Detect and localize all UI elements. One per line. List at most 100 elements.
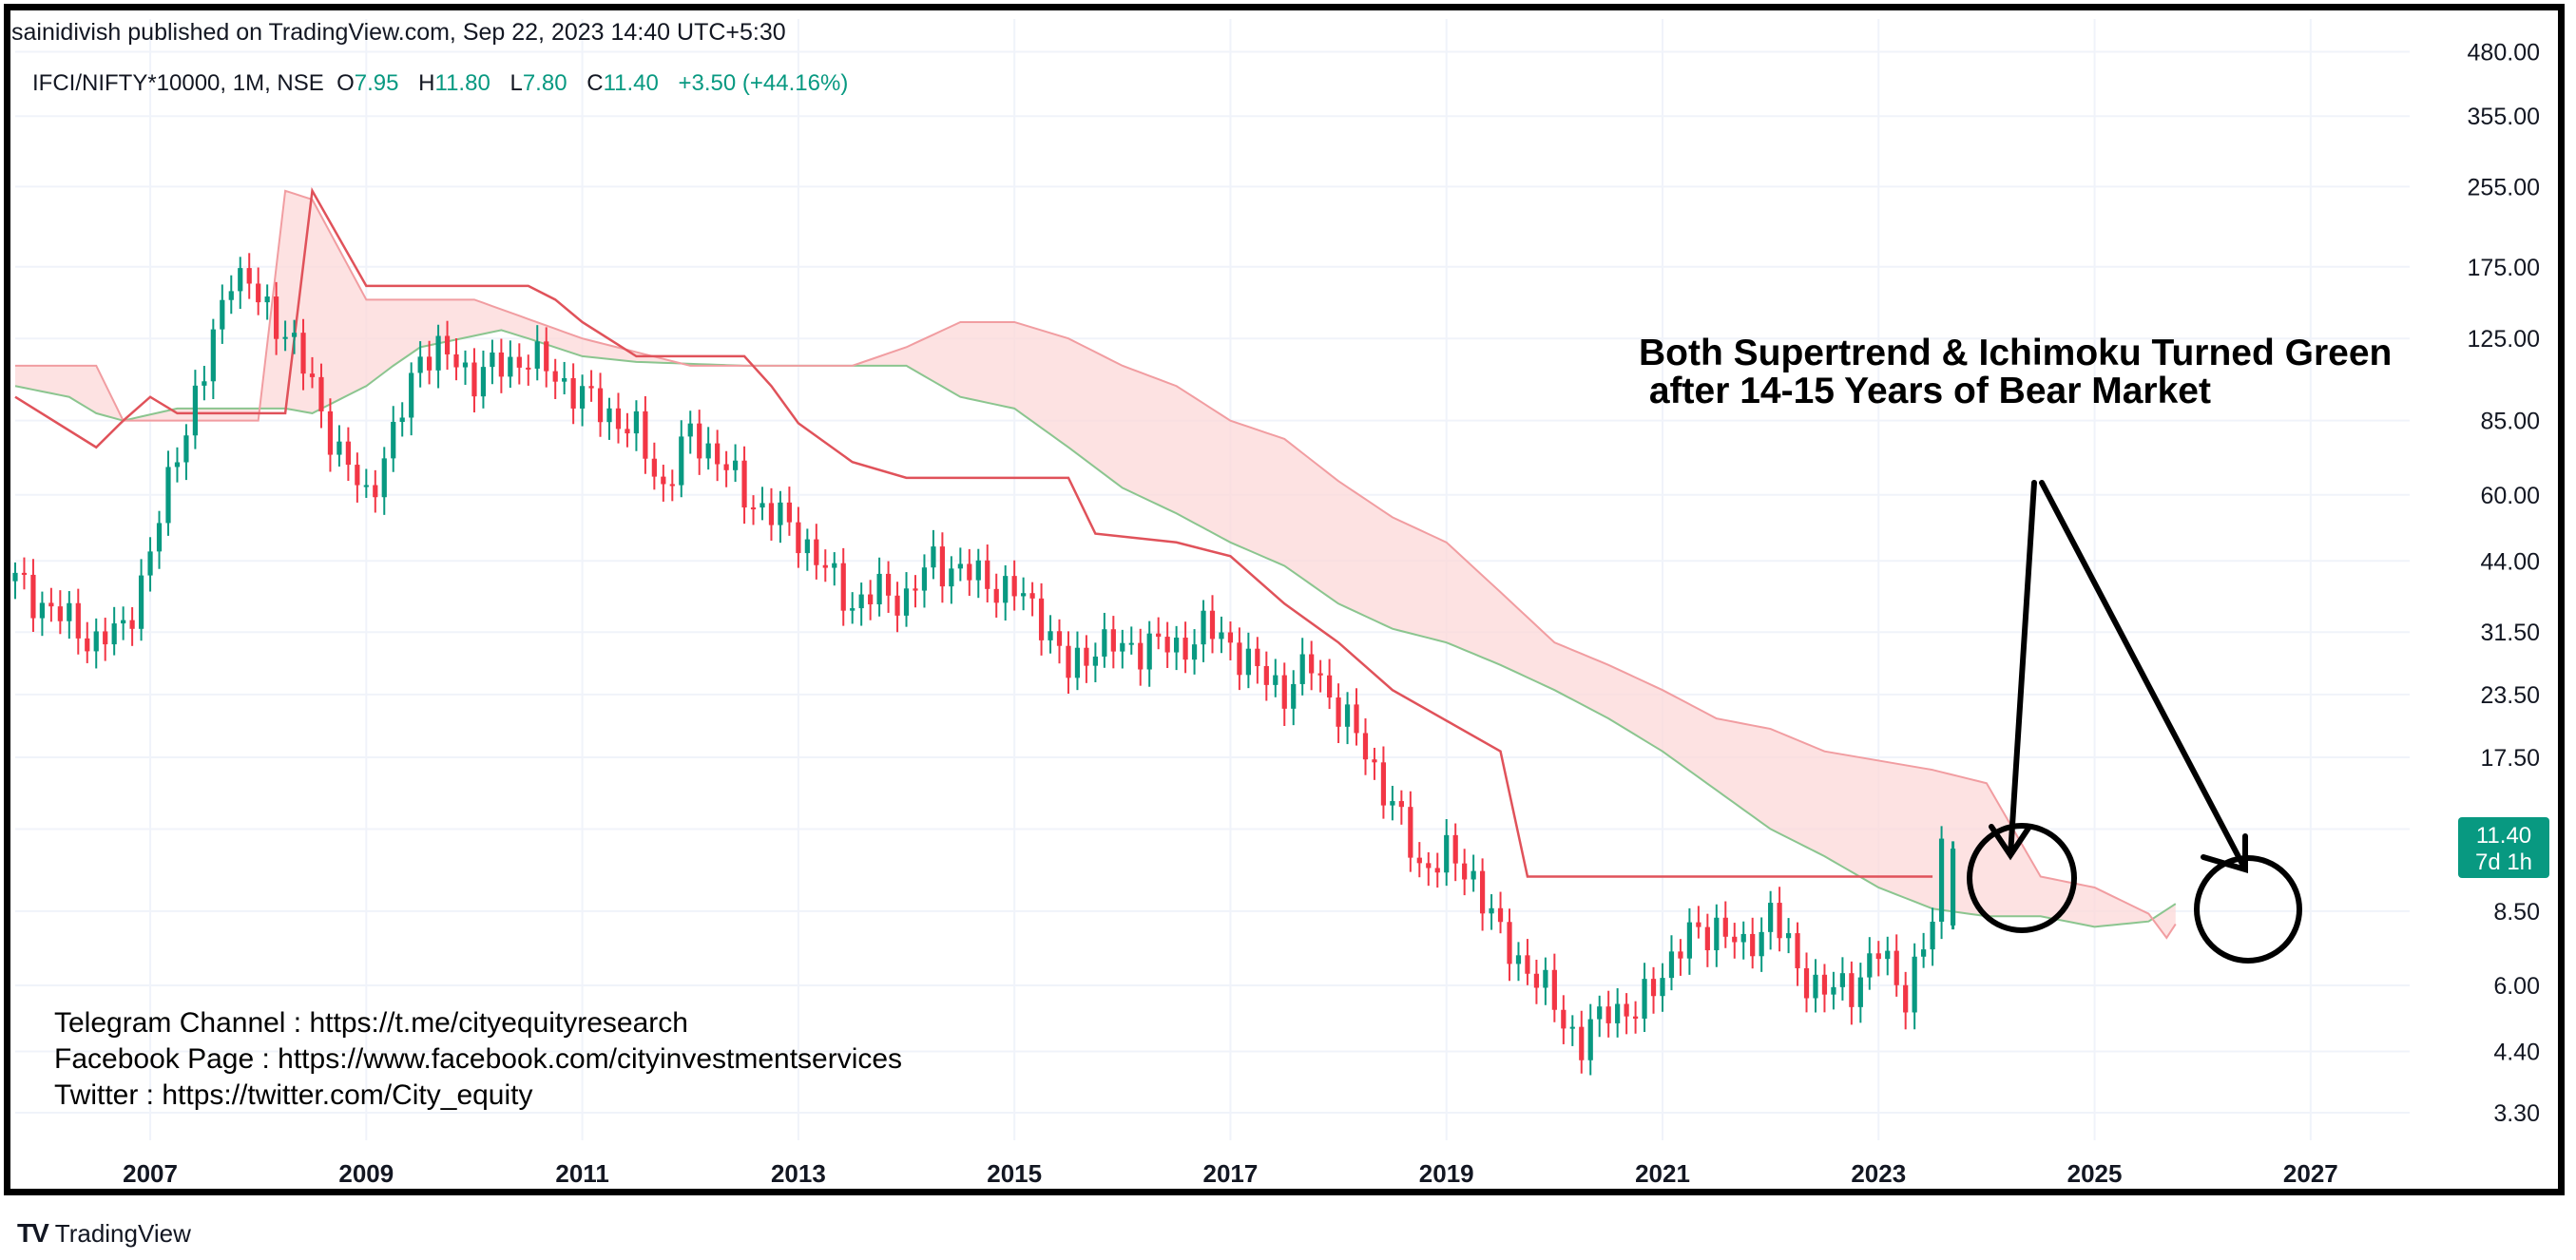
candle-body: [1903, 984, 1909, 1013]
candle-body: [462, 362, 469, 368]
price-axis[interactable]: 480.00 355.00 255.00 175.00 125.00 85.00 60.00…: [2468, 40, 2540, 1127]
candle-body: [1281, 675, 1287, 709]
candle-body: [1344, 704, 1351, 727]
ichimoku-cloud: [14, 189, 2177, 940]
x-tick-label: 2019: [1419, 1159, 1474, 1188]
candle-body: [1632, 1016, 1639, 1019]
candle-body: [814, 539, 819, 565]
y-tick-label: 3.30: [2493, 1100, 2540, 1127]
high-value: 11.80: [434, 70, 490, 96]
candle-body: [1668, 951, 1675, 979]
x-tick-label: 2013: [771, 1159, 826, 1188]
candle-body: [516, 356, 522, 368]
symbol-legend: IFCI/NIFTY*10000, 1M, NSE O7.95 H11.80 L…: [32, 70, 861, 97]
candle-body: [669, 484, 675, 487]
candle-body: [453, 353, 459, 368]
y-tick-label: 60.00: [2480, 483, 2540, 509]
candle-body: [12, 572, 18, 582]
footer-brand[interactable]: TradingView: [54, 1218, 191, 1248]
candle-body: [67, 602, 72, 621]
candle-body: [1372, 759, 1377, 763]
change-value: +3.50 (+44.16%): [678, 70, 849, 96]
candle-body: [1875, 953, 1881, 960]
candle-body: [1624, 1003, 1629, 1017]
candle-body: [967, 563, 972, 581]
candle-body: [282, 336, 288, 339]
candle-body: [715, 443, 721, 465]
candle-body: [786, 502, 793, 523]
candle-body: [471, 362, 477, 397]
candle-body: [309, 373, 316, 377]
candle-body: [544, 341, 549, 372]
candle-body: [246, 268, 252, 284]
candle-body: [1740, 933, 1746, 943]
close-value: 11.40: [603, 70, 659, 96]
low-value: 7.80: [522, 70, 567, 96]
candle-body: [238, 268, 243, 292]
candle-body: [1759, 931, 1764, 957]
candle-body: [1048, 631, 1053, 640]
candle-body: [840, 563, 846, 611]
candle-body: [993, 588, 999, 603]
candle-body: [1102, 629, 1107, 657]
candle-body: [1597, 1006, 1603, 1020]
x-tick-label: 2023: [1851, 1159, 1906, 1188]
candle-body: [318, 376, 324, 411]
candle-body: [1066, 645, 1071, 678]
candle-body: [1452, 834, 1458, 864]
y-tick-label: 355.00: [2468, 104, 2540, 130]
candle-body: [679, 436, 684, 486]
candle-body: [355, 465, 360, 486]
candle-body: [300, 333, 306, 374]
candle-body: [552, 371, 558, 382]
candle-body: [1227, 632, 1234, 643]
candle-body: [30, 574, 36, 619]
candle-body: [723, 464, 729, 470]
candle-body: [57, 606, 63, 621]
candle-body: [868, 594, 874, 604]
twitter-link[interactable]: Twitter : https://twitter.com/City_equit…: [54, 1079, 533, 1111]
x-tick-label: 2027: [2283, 1159, 2338, 1188]
candle-body: [399, 417, 405, 422]
candle-body: [1317, 673, 1323, 676]
candle-body: [705, 443, 711, 459]
candle-body: [1038, 598, 1045, 640]
candle-body: [156, 523, 163, 552]
candle-body: [409, 372, 414, 418]
candle-body: [111, 623, 117, 645]
candle-body: [1722, 917, 1728, 937]
candle-body: [373, 485, 378, 498]
candle-body: [1489, 907, 1494, 914]
candle-body: [1471, 870, 1476, 880]
y-tick-label: 85.00: [2480, 409, 2540, 435]
candle-body: [1696, 922, 1701, 927]
candle-body: [1056, 631, 1063, 646]
candle-body: [778, 502, 783, 525]
candle-body: [1011, 576, 1017, 597]
candle-body: [1426, 863, 1432, 869]
cloud-span-b: [15, 189, 2177, 940]
candle-body: [1938, 838, 1945, 922]
candle-body: [1768, 903, 1774, 932]
published-line: sainidivish published on TradingView.com…: [11, 19, 786, 46]
candle-body: [858, 594, 864, 609]
highlight-circle-2: [2194, 855, 2302, 964]
symbol-name[interactable]: IFCI/NIFTY*10000, 1M, NSE: [32, 70, 324, 96]
candle-body: [1156, 633, 1162, 638]
facebook-link[interactable]: Facebook Page : https://www.facebook.com…: [54, 1043, 902, 1075]
candle-body: [1561, 1009, 1567, 1029]
telegram-link[interactable]: Telegram Channel : https://t.me/cityequi…: [54, 1007, 688, 1039]
candle-body: [39, 602, 46, 619]
candle-body: [1551, 969, 1557, 1010]
time-axis[interactable]: 2007 2009 2011 2013 2015 2017 2019 2021 2023 2025…: [123, 1159, 2338, 1188]
candle-body: [804, 539, 810, 554]
candle-body: [1408, 807, 1413, 858]
candle-body: [21, 572, 28, 575]
open-value: 7.95: [354, 70, 399, 96]
candle-body: [480, 367, 487, 397]
x-tick-label: 2009: [338, 1159, 394, 1188]
candle-body: [210, 329, 216, 382]
tradingview-logo-icon: TV: [17, 1218, 49, 1248]
y-tick-label: 8.50: [2493, 899, 2540, 926]
